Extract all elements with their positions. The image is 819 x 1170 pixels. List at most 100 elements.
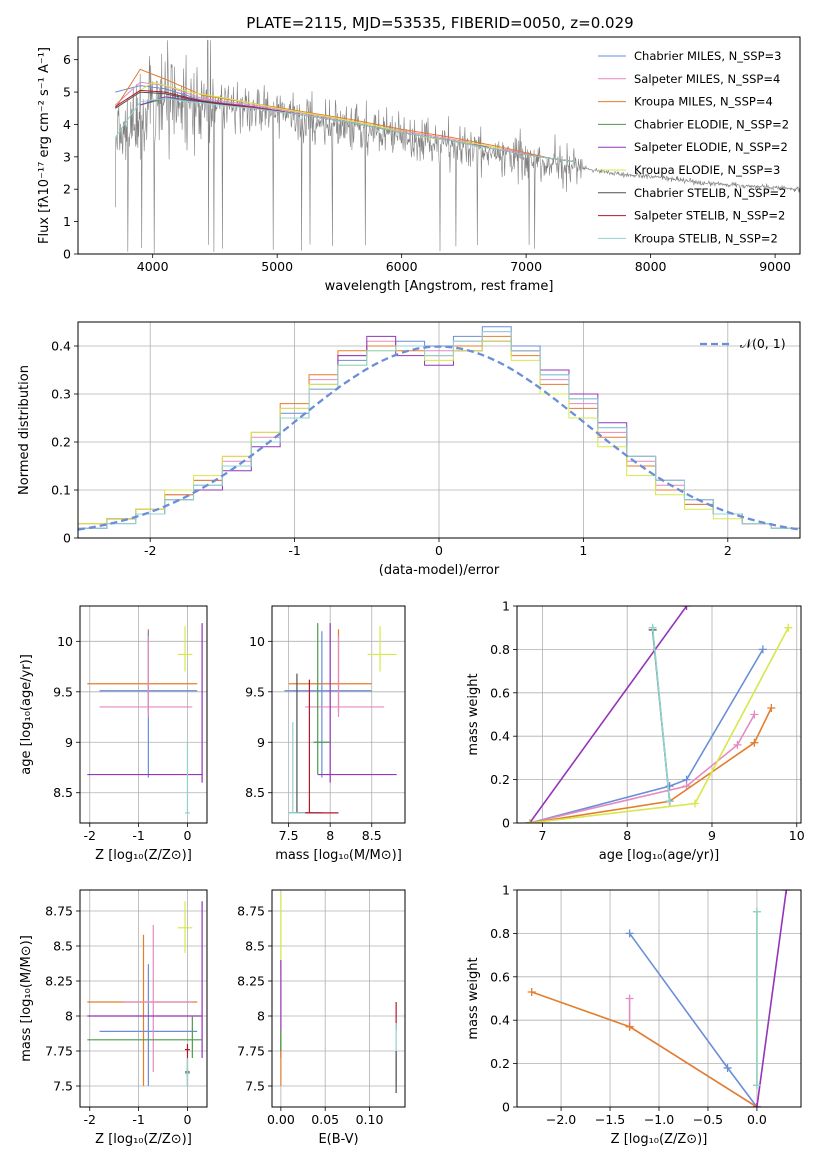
x-tick-label: 8000 [635,259,667,274]
x-tick-label: -1 [288,543,300,558]
x-tick-label: 5000 [261,259,293,274]
mass-weight-line [651,627,671,802]
axes-frame [516,605,802,824]
mass-weight-marker [782,890,791,894]
x-axis-label: Z [log₁₀(Z/Z⊙)] [95,848,192,863]
x-tick-label: 0.10 [356,1112,384,1127]
figure-title: PLATE=2115, MJD=53535, FIBERID=0050, z=0… [246,14,633,32]
residuals-panel: -2 -1 0 1 2 0 0.1 0.2 0.3 0.4 (data-model)/error No… [17,321,801,578]
x-tick-label: -2 [144,543,156,558]
x-axis-label: Z [log₁₀(Z/Z⊙)] [95,1132,192,1147]
y-tick-label: 1 [502,599,510,614]
x-axis-label: age [log₁₀(age/yr)] [599,848,720,863]
y-tick-label: 0.4 [490,729,510,744]
y-tick-label: 8.25 [237,974,265,989]
mass-weight-line [529,648,764,823]
mass-weight-line [756,890,788,1107]
x-tick-label: 0.00 [267,1112,295,1127]
y-tick-label: 8.25 [45,974,73,989]
mass-weight-marker [752,907,761,916]
x-tick-label: 8 [623,828,631,843]
mass-weight-marker [665,782,674,791]
legend-label: Kroupa STELIB, N_SSP=2 [634,231,778,245]
x-tick-label: −2.0 [546,1112,576,1127]
axes-frame [79,889,208,1108]
observed-spectrum-line [115,39,800,253]
y-tick-label: 1 [63,214,71,229]
x-axis-label: E(B-V) [318,1132,358,1147]
mass-weight-marker [527,987,536,996]
y-tick-label: 0 [502,1100,510,1115]
x-tick-label: 0.05 [311,1112,339,1127]
y-tick-label: 8.5 [245,785,265,800]
x-tick-label: 6000 [386,259,418,274]
x-tick-label: −1.0 [644,1112,674,1127]
legend-label: Chabrier STELIB, N_SSP=2 [634,186,786,200]
legend-label: Chabrier ELODIE, N_SSP=2 [634,117,789,131]
mass-weight-marker [767,703,776,712]
y-tick-label: 9.5 [245,684,265,699]
plot-area [284,623,397,814]
mass-weight-marker [625,994,634,1003]
y-tick-label: 8.5 [53,939,73,954]
y-tick-label: 0.8 [490,926,510,941]
mass-weight-line [628,998,758,1107]
y-axis-label: Normed distribution [17,365,32,495]
y-axis-label: mass [log₁₀(M/M⊙)] [19,935,34,1062]
mass-weight-marker [525,819,534,823]
x-tick-label: -2 [84,828,96,843]
y-tick-label: 6 [63,52,71,67]
mass-weight-vs-age-panel: 7 8 9 10 0 0.2 0.4 0.6 0.8 1 age [log₁₀(age/yr)] ma… [466,599,805,864]
axes-frame [77,321,801,539]
legend-label: 𝒩(0, 1) [740,336,786,351]
y-tick-label: 4 [63,117,71,132]
mass-weight-marker [758,645,767,654]
mass-weight-marker [625,1022,634,1031]
y-tick-label: 8 [65,1009,73,1024]
x-tick-label: -1 [132,828,144,843]
y-tick-label: 0.4 [51,339,71,354]
plot-area [78,326,800,538]
axes-frame [271,605,406,824]
x-tick-label: -1 [132,1112,144,1127]
mass-weight-marker [691,799,700,808]
axes-frame [77,36,801,255]
x-tick-label: 7000 [510,259,542,274]
plot-area [87,901,203,1086]
x-axis-label: Z [log₁₀(Z/Z⊙)] [611,1132,708,1147]
y-tick-label: 9 [257,735,265,750]
mass-weight-marker [723,1063,732,1072]
x-axis-label: (data-model)/error [379,563,500,578]
axes-frame [79,605,208,824]
x-tick-label: 8.5 [362,828,382,843]
y-tick-label: 0 [63,247,71,262]
residuals-legend: 𝒩(0, 1) [700,336,786,351]
legend-label: Kroupa MILES, N_SSP=4 [634,95,773,109]
mass-weight-line [529,714,756,823]
legend-label: Salpeter STELIB, N_SSP=2 [634,209,785,223]
normal-pdf-line [78,345,800,531]
y-tick-label: 7.5 [53,1079,73,1094]
y-tick-label: 7.75 [237,1044,265,1059]
y-tick-label: 0.8 [490,642,510,657]
y-tick-label: 8.75 [45,904,73,919]
mass-weight-line [529,707,773,823]
x-tick-label: 0 [435,543,443,558]
y-tick-label: 0.1 [51,483,71,498]
y-tick-label: 0.2 [51,435,71,450]
y-tick-label: 0.2 [490,772,510,787]
y-axis-label: mass weight [466,673,481,755]
age-vs-z-panel: -2 -1 0 8.5 9 9.5 10 Z [log₁₀(Z/Z⊙)] age [log₁₀(… [19,605,208,863]
mass-weight-marker [665,797,674,806]
spectrum-legend: Chabrier MILES, N_SSP=3 Salpeter MILES, N… [598,49,789,245]
y-tick-label: 3 [63,149,71,164]
y-axis-label: Flux [fλ10⁻¹⁷ erg cm⁻² s⁻¹ A⁻¹] [37,47,52,244]
mass-weight-line [529,627,790,823]
y-tick-label: 0 [502,816,510,831]
mass-weight-marker [625,929,634,938]
mass-weight-line [529,606,688,823]
model-spectrum-line [114,97,576,163]
x-tick-label: 2 [724,543,732,558]
mass-vs-ebv-panel: 0.00 0.05 0.10 7.5 7.75 8 8.25 8.5 8.75 E(B-V) [237,889,406,1147]
